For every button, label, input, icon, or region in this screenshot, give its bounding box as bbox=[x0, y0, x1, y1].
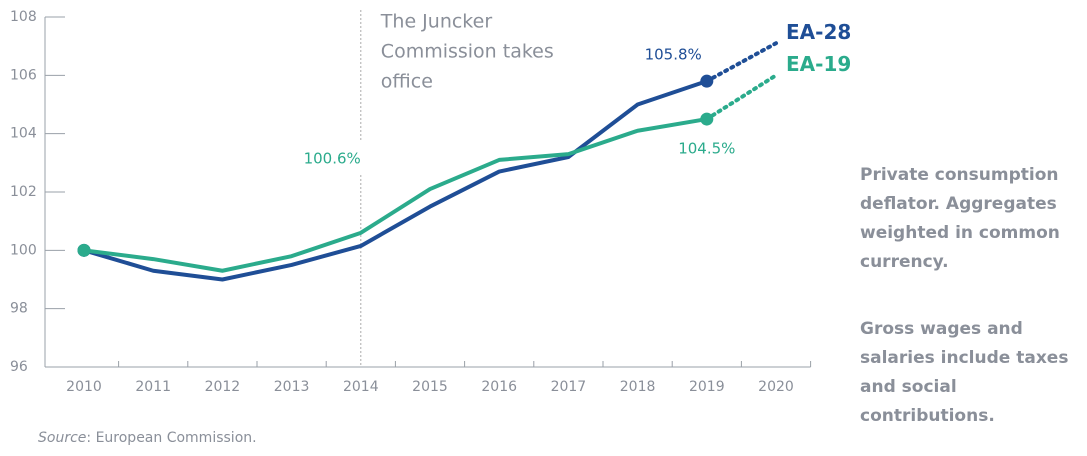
note: deflator. Aggregates bbox=[860, 194, 1057, 214]
annotation-text: The Juncker bbox=[380, 11, 493, 33]
note: Private consumption bbox=[860, 165, 1059, 185]
value-label: 104.5% bbox=[678, 140, 735, 158]
y-tick-label: 108 bbox=[10, 9, 37, 25]
y-tick-label: 104 bbox=[10, 126, 37, 142]
source: Source: European Commission. bbox=[38, 430, 257, 446]
series-label: EA-28 bbox=[786, 20, 851, 44]
x-tick-label: 2014 bbox=[343, 379, 379, 395]
x-tick-label: 2019 bbox=[689, 379, 725, 395]
point bbox=[700, 112, 714, 126]
value-label: 100.6% bbox=[304, 149, 361, 167]
x-tick-label: 2011 bbox=[135, 379, 171, 395]
value-label: 105.8% bbox=[645, 46, 702, 64]
note: contributions. bbox=[860, 406, 995, 426]
x-tick-label: 2013 bbox=[274, 379, 310, 395]
x-tick-label: 2015 bbox=[412, 379, 448, 395]
y-tick-label: 100 bbox=[10, 242, 37, 258]
note: weighted in common bbox=[860, 223, 1060, 243]
x-tick-label: 2010 bbox=[66, 379, 102, 395]
note: currency. bbox=[860, 252, 949, 272]
x-tick-label: 2012 bbox=[205, 379, 241, 395]
y-tick-label: 96 bbox=[10, 359, 28, 375]
source-label: Source bbox=[38, 430, 86, 446]
annotation-text: office bbox=[381, 71, 433, 93]
point bbox=[700, 74, 714, 88]
point bbox=[77, 243, 91, 257]
note: and social bbox=[860, 377, 957, 397]
note: salaries include taxes bbox=[860, 348, 1068, 368]
note: Gross wages and bbox=[860, 319, 1023, 339]
data-line bbox=[83, 79, 708, 282]
source-text: : European Commission. bbox=[86, 430, 256, 446]
data-line bbox=[83, 117, 708, 273]
x-tick-label: 2016 bbox=[481, 379, 517, 395]
x-tick-label: 2020 bbox=[758, 379, 794, 395]
y-tick-label: 106 bbox=[10, 67, 37, 83]
forecast-line bbox=[704, 73, 778, 122]
x-tick-label: 2018 bbox=[620, 379, 656, 395]
series-label: EA-19 bbox=[786, 52, 851, 76]
y-tick-label: 98 bbox=[10, 301, 28, 317]
y-tick-label: 102 bbox=[10, 184, 37, 200]
forecast-line bbox=[704, 41, 778, 84]
annotation-text: Commission takes bbox=[381, 41, 554, 63]
x-tick-label: 2017 bbox=[551, 379, 587, 395]
